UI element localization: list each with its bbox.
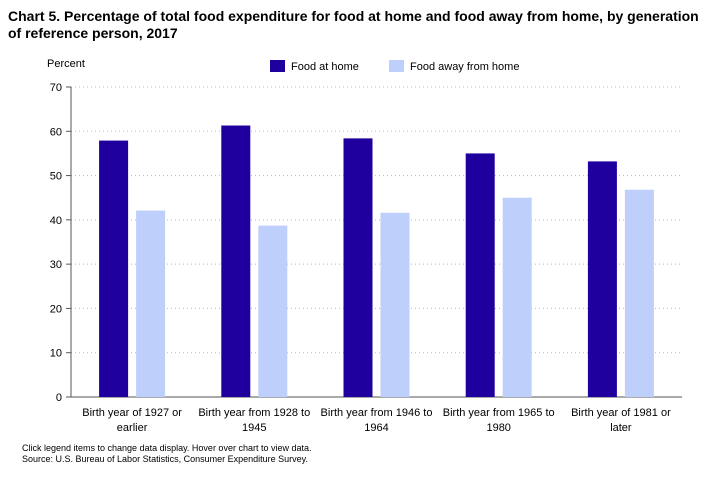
- legend-swatch[interactable]: [270, 60, 285, 72]
- y-tick-label: 40: [50, 215, 62, 227]
- footnote-instructions: Click legend items to change data displa…: [22, 443, 312, 453]
- x-category-label: later: [610, 422, 632, 434]
- x-category-label: Birth year from 1946 to: [321, 407, 433, 419]
- y-tick-label: 30: [50, 259, 62, 271]
- y-tick-label: 20: [50, 303, 62, 315]
- y-tick-label: 10: [50, 348, 62, 360]
- bar-food-away-from-home[interactable]: Food away from home: 45: [502, 197, 532, 397]
- y-axis-label: Percent: [47, 58, 85, 70]
- y-tick-label: 50: [50, 171, 62, 183]
- y-tick-label: 60: [50, 126, 62, 138]
- legend-label[interactable]: Food at home: [291, 61, 359, 73]
- bar-food-at-home[interactable]: Food at home: 55: [465, 153, 495, 397]
- x-category-label: 1964: [364, 422, 388, 434]
- legend-label[interactable]: Food away from home: [410, 61, 519, 73]
- x-category-label: Birth year of 1981 or: [571, 407, 671, 419]
- x-category-label: 1945: [242, 422, 266, 434]
- bar-food-at-home[interactable]: Food at home: 61.3: [221, 125, 251, 398]
- y-tick-label: 70: [50, 82, 62, 94]
- bar-food-at-home[interactable]: Food at home: 58.4: [343, 138, 373, 397]
- x-category-label: Birth year from 1928 to: [198, 407, 310, 419]
- x-category-label: Birth year from 1965 to: [443, 407, 555, 419]
- footnote-source: Source: U.S. Bureau of Labor Statistics,…: [22, 454, 308, 464]
- bar-food-away-from-home[interactable]: Food away from home: 41.6: [380, 212, 410, 397]
- y-tick-label: 0: [56, 392, 62, 404]
- x-category-label: earlier: [117, 422, 148, 434]
- bar-food-at-home[interactable]: Food at home: 57.9: [99, 140, 129, 398]
- bar-food-away-from-home[interactable]: Food away from home: 38.7: [258, 225, 288, 397]
- footnotes: Click legend items to change data displa…: [22, 443, 311, 465]
- bar-food-away-from-home[interactable]: Food away from home: 46.8: [624, 189, 654, 397]
- x-category-label: Birth year of 1927 or: [82, 407, 182, 419]
- legend-swatch[interactable]: [389, 60, 404, 72]
- x-category-label: 1980: [486, 422, 510, 434]
- bar-food-at-home[interactable]: Food at home: 53.2: [587, 161, 617, 397]
- bar-food-away-from-home[interactable]: Food away from home: 42.1: [136, 210, 166, 397]
- chart-title: Chart 5. Percentage of total food expend…: [8, 8, 699, 41]
